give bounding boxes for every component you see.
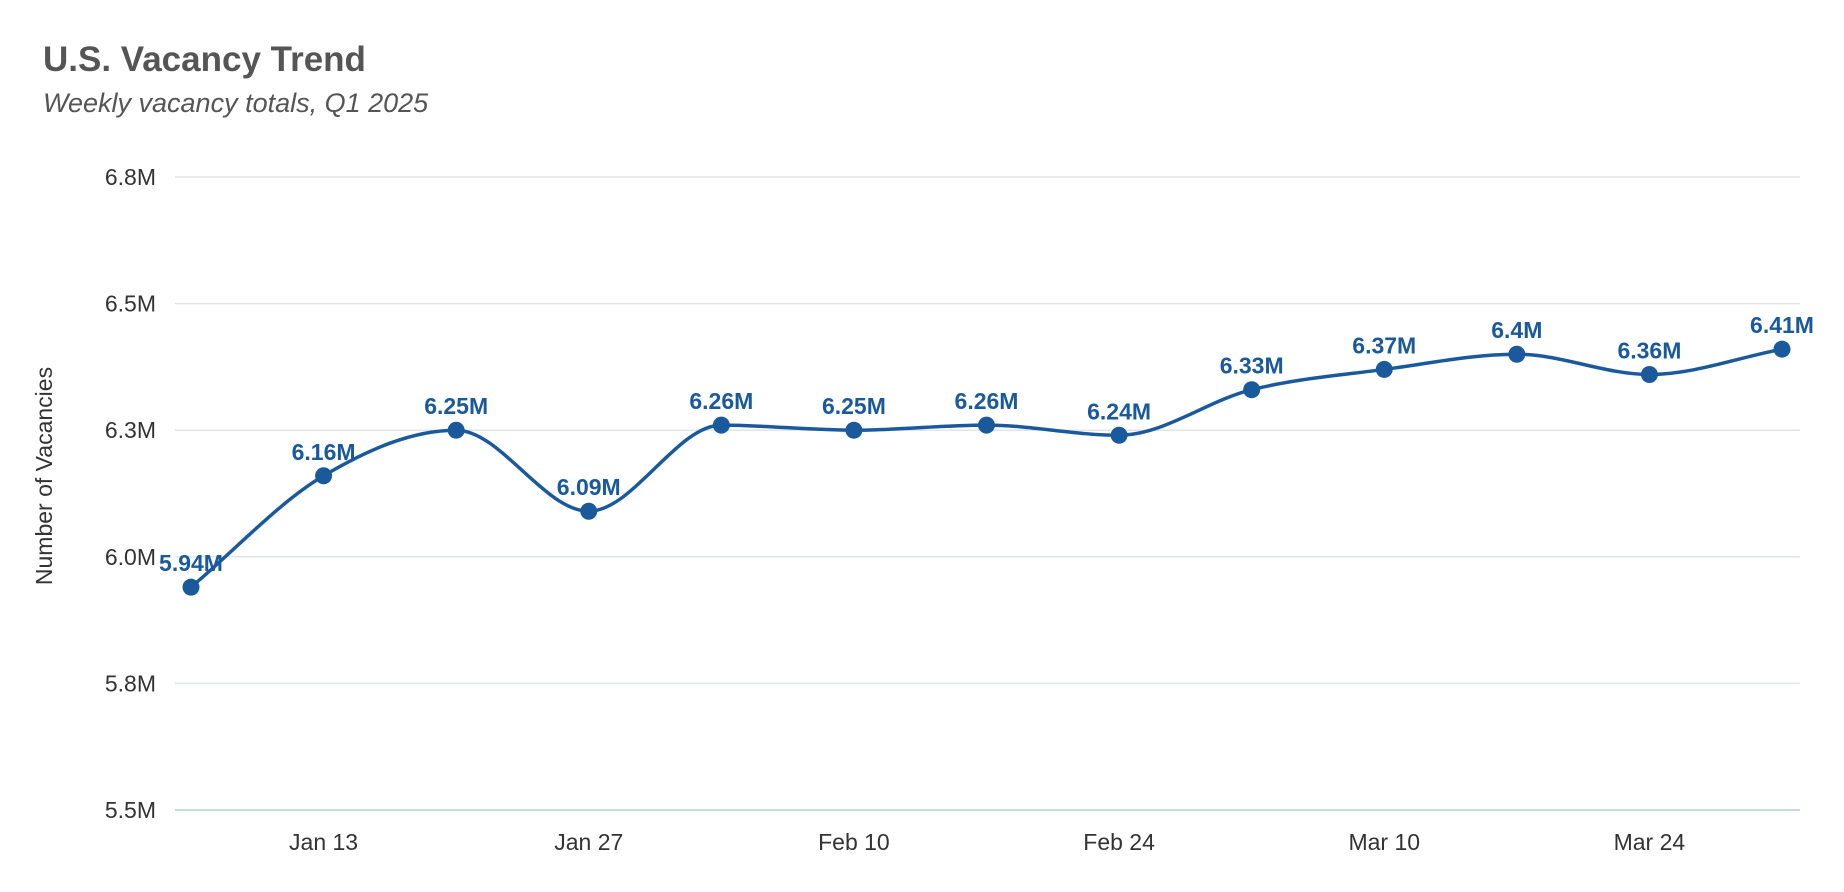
data-point[interactable] (1375, 360, 1393, 378)
data-label: 5.94M (159, 550, 223, 576)
data-label: 6.25M (424, 393, 488, 419)
x-tick-label: Mar 10 (1348, 829, 1420, 855)
data-label: 6.26M (955, 388, 1019, 414)
data-points (182, 340, 1791, 596)
data-point[interactable] (978, 416, 995, 434)
data-point[interactable] (580, 502, 598, 520)
data-label: 6.41M (1750, 312, 1814, 338)
y-tick-label: 6.3M (105, 417, 156, 443)
x-tick-label: Mar 24 (1614, 829, 1686, 855)
x-tick-label: Feb 10 (818, 829, 890, 855)
data-point[interactable] (1640, 365, 1658, 383)
y-tick-label: 5.5M (105, 797, 156, 823)
chart-subtitle: Weekly vacancy totals, Q1 2025 (43, 88, 429, 118)
data-label: 6.36M (1617, 337, 1681, 363)
x-tick-label: Jan 27 (554, 829, 623, 855)
chart-header: U.S. Vacancy Trend Weekly vacancy totals… (43, 38, 428, 120)
x-tick-label: Jan 13 (289, 829, 358, 855)
series-line-layer (189, 347, 1784, 589)
data-point[interactable] (712, 416, 730, 434)
y-tick-label: 6.8M (105, 164, 156, 190)
data-point[interactable] (1243, 381, 1261, 399)
data-point[interactable] (845, 421, 863, 439)
data-point[interactable] (182, 578, 200, 596)
gridlines (175, 176, 1800, 811)
data-label: 6.25M (822, 393, 886, 419)
y-tick-label: 5.8M (105, 670, 156, 696)
data-label: 6.09M (557, 474, 621, 500)
y-axis-title: Number of Vacancies (31, 367, 57, 585)
data-point[interactable] (1110, 426, 1128, 444)
data-label: 6.37M (1352, 332, 1416, 358)
data-labels: 5.94M 6.16M 6.25M 6.09M 6.26M 6.25M 6.26M 6.24M… (159, 312, 1814, 576)
y-axis-tick-labels: 5.5M 5.8M 6.0M 6.3M 6.5M 6.8M (105, 164, 156, 823)
data-label: 6.26M (689, 388, 753, 414)
data-point[interactable] (1773, 340, 1791, 358)
series-line (189, 347, 1784, 589)
data-label: 6.4M (1491, 317, 1542, 343)
data-point[interactable] (447, 421, 465, 439)
data-point[interactable] (1508, 345, 1526, 363)
data-point[interactable] (315, 467, 333, 485)
data-label: 6.16M (292, 439, 356, 465)
y-tick-label: 6.0M (105, 544, 156, 570)
y-tick-label: 6.5M (105, 291, 156, 317)
x-tick-label: Feb 24 (1083, 829, 1155, 855)
chart-title: U.S. Vacancy Trend (43, 40, 366, 79)
data-label: 6.33M (1220, 353, 1284, 379)
x-axis-tick-labels: Jan 13 Jan 27 Feb 10 Feb 24 Mar 10 Mar 24 (289, 829, 1685, 855)
data-label: 6.24M (1087, 398, 1151, 424)
